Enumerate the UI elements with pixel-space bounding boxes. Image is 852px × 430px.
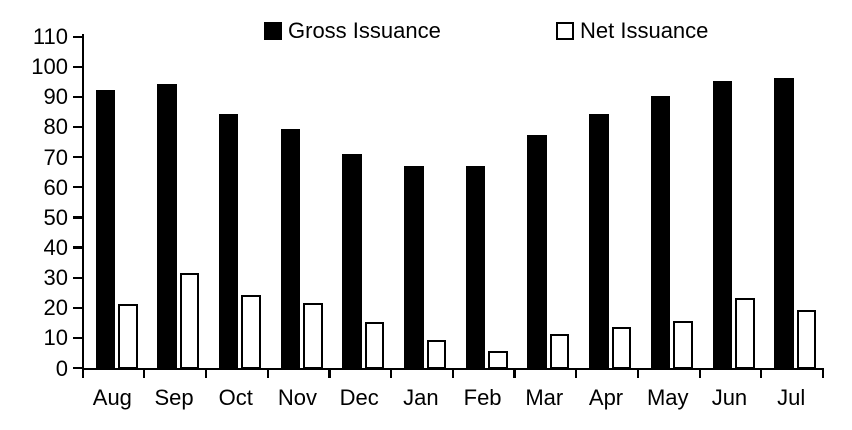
y-axis-tick — [73, 367, 82, 370]
y-axis-tick — [73, 35, 82, 38]
bar-net-may — [673, 320, 693, 370]
x-axis-tick — [328, 367, 331, 378]
bar-net-jul — [796, 310, 817, 370]
x-axis-label-jan: Jan — [403, 385, 439, 410]
bar-gross-dec — [342, 153, 362, 370]
x-axis-tick — [636, 367, 640, 378]
x-axis-tick — [760, 367, 763, 378]
legend-item-net-issuance: Net Issuance — [556, 19, 708, 43]
y-axis-tick — [73, 306, 82, 309]
bar-net-sep — [179, 272, 200, 370]
x-axis-label-aug: Aug — [92, 385, 132, 410]
net-issuance-swatch-icon — [556, 22, 574, 40]
y-axis-tick-label: 80 — [43, 114, 68, 140]
y-axis-tick — [73, 125, 82, 129]
y-axis-tick-label: 50 — [43, 204, 68, 230]
legend-label-gross-issuance: Gross Issuance — [288, 18, 441, 43]
bar-gross-jul — [774, 78, 794, 370]
bar-net-aug — [118, 304, 138, 370]
legend-label-net-issuance: Net Issuance — [580, 18, 709, 43]
y-axis-tick — [73, 336, 82, 340]
bar-net-feb — [488, 350, 508, 370]
bar-net-jan — [426, 340, 447, 370]
x-axis-tick — [822, 367, 825, 378]
x-axis-label-jul: Jul — [777, 385, 806, 410]
bar-gross-jun — [712, 81, 733, 370]
y-axis-tick — [73, 95, 82, 98]
bar-gross-aug — [95, 90, 115, 370]
x-axis-tick — [698, 367, 701, 378]
y-axis-tick-label: 20 — [43, 295, 68, 321]
y-axis-tick-label: 60 — [43, 174, 68, 200]
x-axis-label-apr: Apr — [588, 385, 624, 410]
x-axis-label-nov: Nov — [277, 385, 318, 410]
y-axis-tick — [73, 186, 82, 189]
gross-issuance-swatch-icon — [264, 22, 282, 40]
y-axis-tick-label: 100 — [31, 54, 68, 80]
x-axis-tick — [390, 367, 393, 378]
y-axis-tick — [73, 216, 82, 219]
bar-gross-nov — [280, 129, 301, 370]
x-axis-tick — [266, 367, 269, 378]
y-axis-tick — [73, 156, 82, 159]
x-axis-tick — [575, 367, 578, 378]
x-axis-label-dec: Dec — [339, 385, 379, 410]
y-axis-tick-label: 70 — [43, 144, 68, 170]
x-axis-tick — [513, 367, 516, 378]
bar-gross-mar — [527, 135, 547, 370]
bar-net-mar — [549, 334, 570, 370]
y-axis-tick-label: 10 — [43, 325, 68, 351]
bar-gross-sep — [157, 84, 177, 370]
bar-net-dec — [364, 322, 385, 370]
x-axis-label-mar: Mar — [525, 385, 564, 410]
bar-net-oct — [241, 295, 261, 370]
x-axis-label-jun: Jun — [711, 385, 748, 410]
x-axis-tick — [451, 367, 454, 378]
legend-item-gross-issuance: Gross Issuance — [264, 19, 441, 43]
bar-net-apr — [611, 326, 632, 370]
y-axis-tick-label: 0 — [55, 355, 68, 381]
x-axis-label-sep: Sep — [154, 385, 194, 410]
y-axis-tick-label: 90 — [43, 84, 68, 110]
x-axis-tick — [204, 367, 208, 378]
x-axis-label-oct: Oct — [218, 385, 253, 410]
y-axis-tick — [73, 246, 82, 249]
bar-gross-feb — [465, 165, 486, 370]
x-axis-label-feb: Feb — [463, 385, 502, 410]
y-axis-tick — [73, 276, 82, 279]
bar-gross-oct — [218, 114, 239, 370]
x-axis-label-may: May — [646, 385, 689, 410]
y-axis-tick-label: 110 — [32, 24, 68, 49]
bar-gross-apr — [589, 114, 609, 370]
y-axis-line — [81, 34, 84, 378]
y-axis-tick-label: 40 — [43, 234, 68, 260]
bar-net-nov — [303, 302, 323, 370]
y-axis-tick-label: 30 — [43, 265, 68, 291]
bar-gross-may — [650, 96, 671, 370]
x-axis-tick — [143, 367, 146, 378]
x-axis-tick — [81, 367, 84, 378]
y-axis-tick — [73, 65, 82, 68]
bar-gross-jan — [404, 165, 424, 370]
bar-net-jun — [735, 298, 755, 370]
